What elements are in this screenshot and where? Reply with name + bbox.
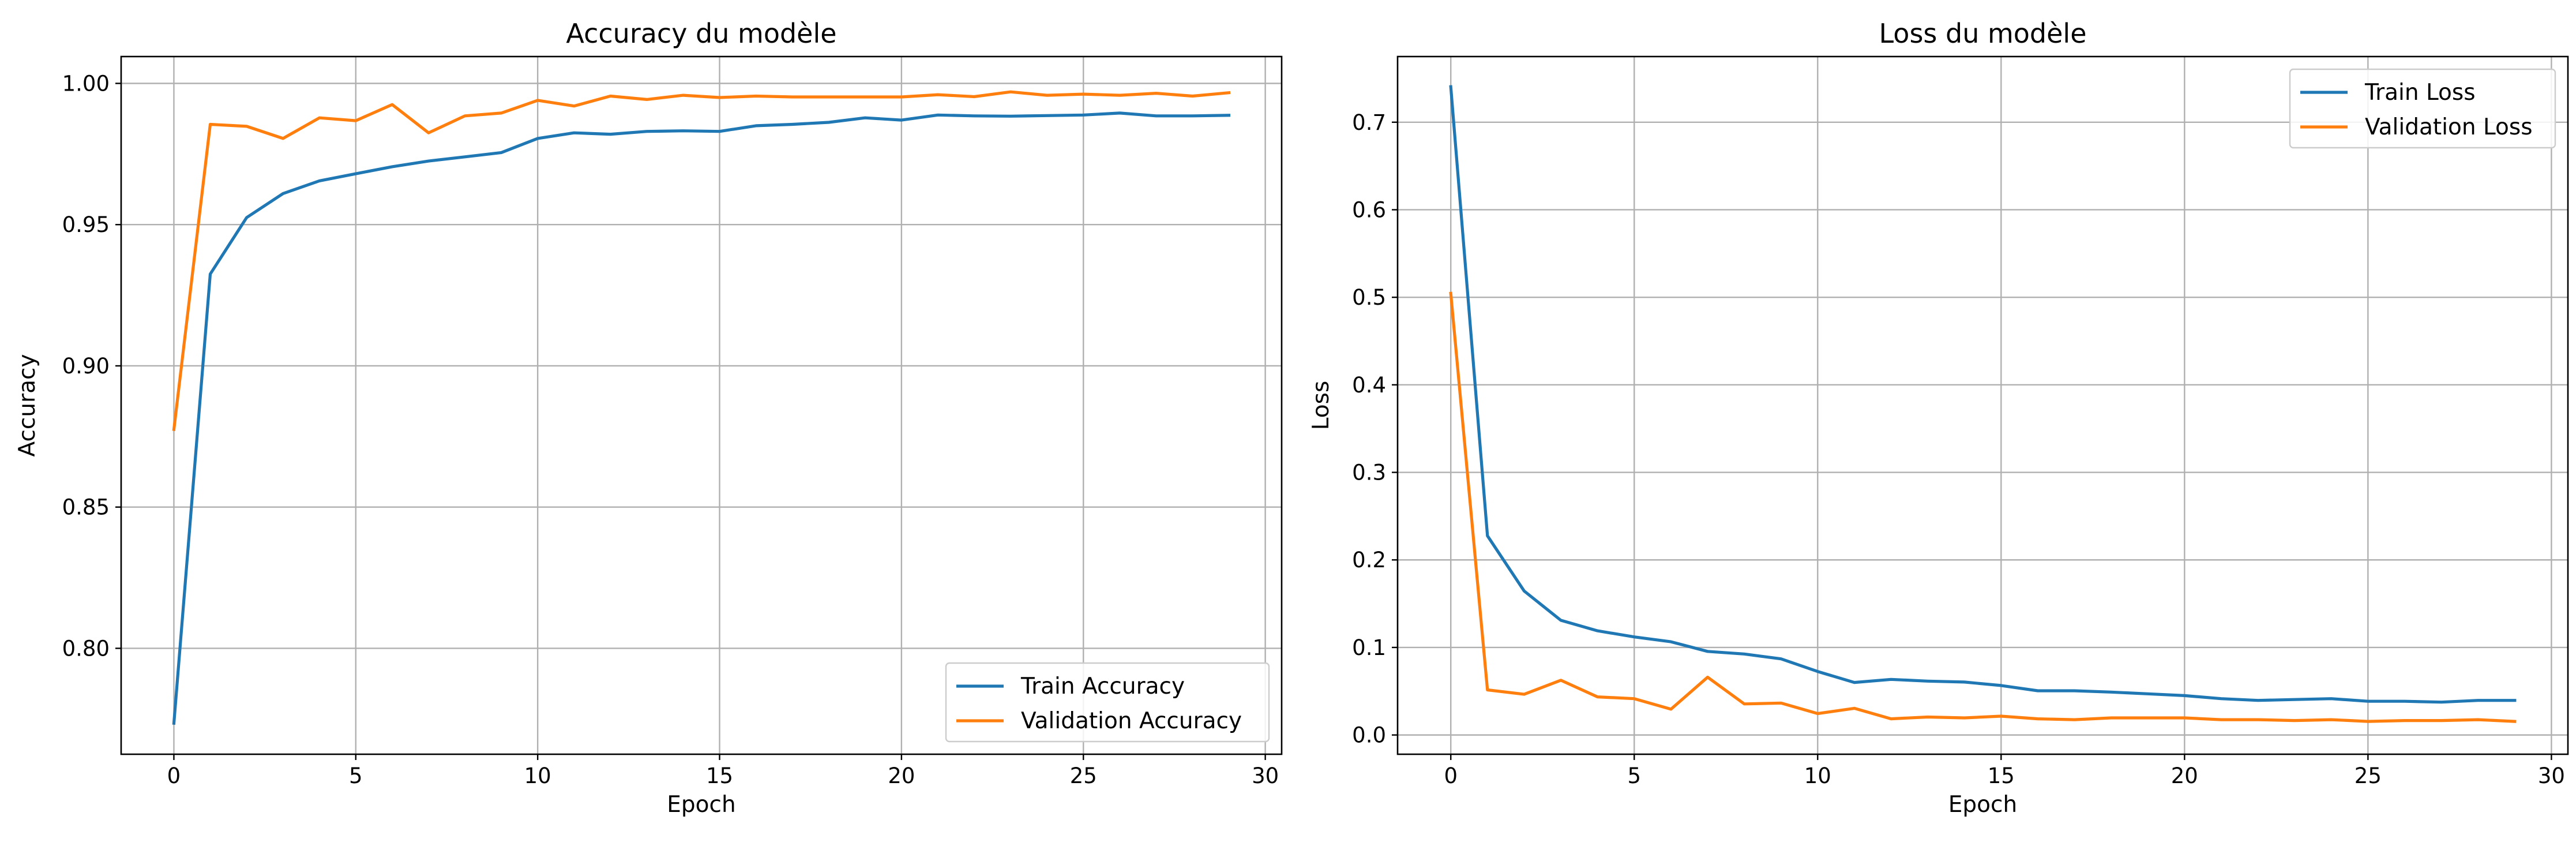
y-tick-label: 0.4 — [1352, 373, 1386, 398]
series-line-train — [172, 111, 1231, 725]
chart-panel-accuracy: 0 5 10 15 20 25 30 0.80 0.85 0.90 0.95 1.00 Accuracy… — [14, 18, 1283, 818]
legend: Train Loss Validation Loss — [2289, 68, 2556, 149]
y-tick-label: 0.95 — [62, 212, 110, 237]
x-axis-label: Epoch — [667, 792, 735, 818]
y-tick-label: 0.6 — [1352, 197, 1386, 222]
y-tick-label: 0.85 — [62, 495, 110, 520]
legend-label: Validation Accuracy — [1021, 708, 1242, 734]
x-tick-label: 0 — [167, 763, 181, 788]
legend-label: Validation Loss — [2365, 114, 2533, 140]
axes-frame — [1396, 55, 2569, 755]
y-tick-label: 0.5 — [1352, 285, 1386, 310]
x-tick-label: 10 — [524, 763, 551, 788]
x-tick-label: 15 — [706, 763, 733, 788]
y-axis-label: Accuracy — [14, 354, 40, 456]
x-tick-label: 10 — [1804, 763, 1831, 788]
y-axis-label: Loss — [1308, 381, 1334, 431]
chart-title: Loss du modèle — [1879, 18, 2086, 49]
y-tick-label: 0.1 — [1352, 635, 1386, 660]
x-axis-label: Epoch — [1948, 792, 2017, 818]
x-tick-label: 15 — [1988, 763, 2015, 788]
x-tick-label: 0 — [1444, 763, 1458, 788]
axes-frame — [120, 55, 1283, 755]
series-line-validation — [172, 90, 1231, 431]
legend-label: Train Accuracy — [1020, 673, 1185, 699]
y-tick-label: 0.2 — [1352, 548, 1386, 572]
chart-title: Accuracy du modèle — [566, 18, 836, 49]
series-line-train — [1449, 85, 2517, 704]
legend: Train Accuracy Validation Accuracy — [945, 662, 1270, 743]
x-tick-label: 25 — [2355, 763, 2382, 788]
chart-panel-loss: 0 5 10 15 20 25 30 0.0 0.1 0.2 0.3 0.4 0.5 0.6 0.7 Loss… — [1308, 18, 2569, 818]
series-line-validation — [1449, 291, 2517, 723]
y-tick-label: 0.3 — [1352, 461, 1386, 485]
x-tick-label: 30 — [2538, 763, 2565, 788]
y-tick-label: 0.90 — [62, 354, 110, 379]
x-tick-label: 20 — [888, 763, 915, 788]
x-tick-label: 25 — [1070, 763, 1097, 788]
x-tick-label: 5 — [1627, 763, 1641, 788]
y-tick-label: 0.0 — [1352, 723, 1386, 748]
x-tick-label: 30 — [1252, 763, 1279, 788]
y-tick-label: 0.80 — [62, 636, 110, 661]
legend-box — [2289, 68, 2556, 149]
x-tick-label: 5 — [349, 763, 363, 788]
x-tick-label: 20 — [2171, 763, 2198, 788]
legend-box — [945, 662, 1270, 743]
legend-label: Train Loss — [2364, 80, 2476, 106]
y-tick-label: 1.00 — [62, 72, 110, 96]
y-tick-label: 0.7 — [1352, 110, 1386, 135]
